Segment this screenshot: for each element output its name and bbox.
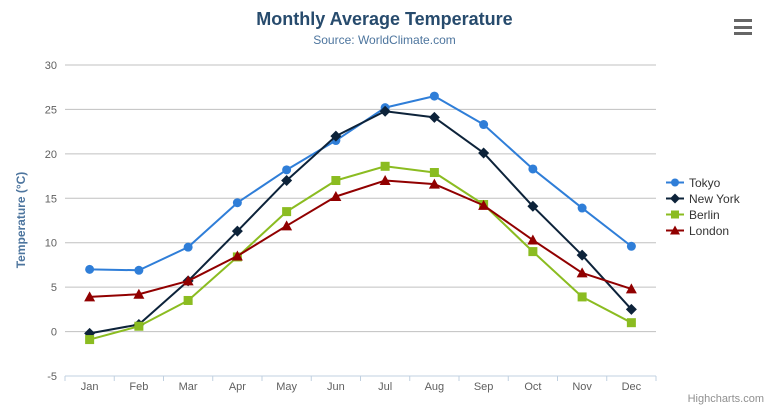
data-point-london-apr[interactable]	[231, 250, 243, 261]
y-axis-tick-label: 20	[45, 149, 57, 161]
data-point-tokyo-dec[interactable]	[626, 241, 636, 251]
y-axis-tick-label: -5	[47, 371, 57, 383]
data-point-tokyo-may[interactable]	[282, 165, 292, 175]
data-point-tokyo-apr[interactable]	[232, 198, 242, 208]
circle-marker-icon	[666, 178, 684, 187]
x-axis-label: Nov	[572, 381, 592, 393]
data-point-london-jan[interactable]	[84, 291, 96, 302]
legend: Tokyo New York Berlin London	[666, 175, 740, 238]
legend-marker-symbol	[671, 178, 679, 187]
y-axis-tick-label: 0	[51, 327, 57, 339]
data-point-london-feb[interactable]	[133, 288, 145, 299]
data-point-london-aug[interactable]	[428, 178, 440, 189]
legend-marker-symbol	[671, 210, 679, 219]
data-point-london-jul[interactable]	[379, 175, 391, 186]
data-point-new-york-dec[interactable]	[625, 303, 637, 315]
y-axis-tick-label: 10	[45, 238, 57, 250]
data-point-new-york-may[interactable]	[281, 175, 293, 187]
data-point-new-york-jun[interactable]	[330, 130, 342, 142]
data-point-tokyo-mar[interactable]	[183, 242, 193, 252]
data-point-new-york-oct[interactable]	[527, 200, 539, 212]
series-line-tokyo[interactable]	[89, 95, 632, 272]
y-axis-tick-label: 30	[45, 60, 57, 72]
x-axis-label: Apr	[229, 381, 246, 393]
x-axis-label: Oct	[524, 381, 541, 393]
data-point-tokyo-jan[interactable]	[85, 264, 95, 274]
x-axis-label: Jul	[378, 381, 392, 393]
data-point-berlin-oct[interactable]	[528, 247, 538, 257]
data-point-berlin-nov[interactable]	[577, 292, 587, 302]
legend-label: Berlin	[689, 207, 720, 222]
x-axis-label: Jun	[327, 381, 345, 393]
legend-item-new-york[interactable]: New York	[666, 191, 740, 206]
data-point-london-dec[interactable]	[625, 283, 637, 294]
square-marker-icon	[666, 210, 684, 219]
data-point-tokyo-sep[interactable]	[479, 120, 489, 130]
x-axis-label: Jan	[81, 381, 99, 393]
legend-marker-symbol	[670, 193, 680, 204]
legend-marker-symbol	[670, 225, 680, 235]
data-point-berlin-jul[interactable]	[380, 161, 390, 171]
chart-subtitle: Source: WorldClimate.com	[313, 33, 456, 47]
hamburger-menu-icon[interactable]	[734, 19, 752, 35]
legend-item-tokyo[interactable]: Tokyo	[666, 175, 740, 190]
data-point-berlin-may[interactable]	[282, 207, 292, 217]
data-point-new-york-aug[interactable]	[428, 111, 440, 123]
legend-label: Tokyo	[689, 175, 721, 190]
data-point-tokyo-oct[interactable]	[528, 164, 538, 174]
y-axis-tick-label: 25	[45, 104, 57, 116]
series-tokyo	[85, 91, 636, 275]
hamburger-bar	[734, 19, 752, 22]
series-new-york	[84, 105, 637, 339]
data-point-new-york-apr[interactable]	[231, 225, 243, 237]
data-point-new-york-jul[interactable]	[379, 105, 391, 117]
legend-label: New York	[689, 191, 740, 206]
y-axis-tick-label: 5	[51, 282, 57, 294]
data-point-london-oct[interactable]	[527, 234, 539, 245]
legend-item-london[interactable]: London	[666, 223, 740, 238]
data-point-berlin-jan[interactable]	[85, 335, 95, 345]
x-axis-label: May	[276, 381, 297, 393]
data-point-berlin-dec[interactable]	[626, 318, 636, 328]
series-line-london[interactable]	[89, 179, 632, 298]
data-point-tokyo-aug[interactable]	[429, 91, 439, 101]
chart-title: Monthly Average Temperature	[256, 9, 513, 29]
hamburger-bar	[734, 32, 752, 35]
y-axis-tick-label: 15	[45, 193, 57, 205]
data-point-berlin-jun[interactable]	[331, 176, 341, 186]
triangle-marker-icon	[666, 225, 684, 235]
data-point-new-york-nov[interactable]	[576, 249, 588, 261]
data-point-berlin-mar[interactable]	[183, 295, 193, 305]
data-point-tokyo-nov[interactable]	[577, 203, 587, 213]
series-london	[84, 175, 637, 302]
x-axis-label: Mar	[179, 381, 198, 393]
hamburger-bar	[734, 25, 752, 29]
data-point-london-mar[interactable]	[182, 275, 194, 286]
data-point-london-jun[interactable]	[330, 191, 342, 202]
data-point-berlin-feb[interactable]	[134, 321, 144, 331]
x-axis-label: Dec	[622, 381, 642, 393]
credits-link[interactable]: Highcharts.com	[687, 393, 764, 405]
series-line-new-york[interactable]	[89, 110, 633, 335]
legend-label: London	[689, 223, 730, 238]
y-axis-title: Temperature (°C)	[14, 171, 28, 269]
data-point-london-sep[interactable]	[478, 199, 490, 210]
legend-item-berlin[interactable]: Berlin	[666, 207, 740, 222]
data-point-new-york-sep[interactable]	[478, 147, 490, 159]
diamond-marker-icon	[666, 193, 684, 204]
data-point-berlin-aug[interactable]	[429, 168, 439, 178]
x-axis-label: Sep	[474, 381, 494, 393]
x-axis-label: Aug	[425, 381, 445, 393]
x-axis-label: Feb	[129, 381, 148, 393]
series-line-berlin[interactable]	[89, 165, 632, 341]
data-point-tokyo-feb[interactable]	[134, 265, 144, 275]
data-point-london-may[interactable]	[281, 220, 293, 231]
data-point-london-nov[interactable]	[576, 267, 588, 278]
